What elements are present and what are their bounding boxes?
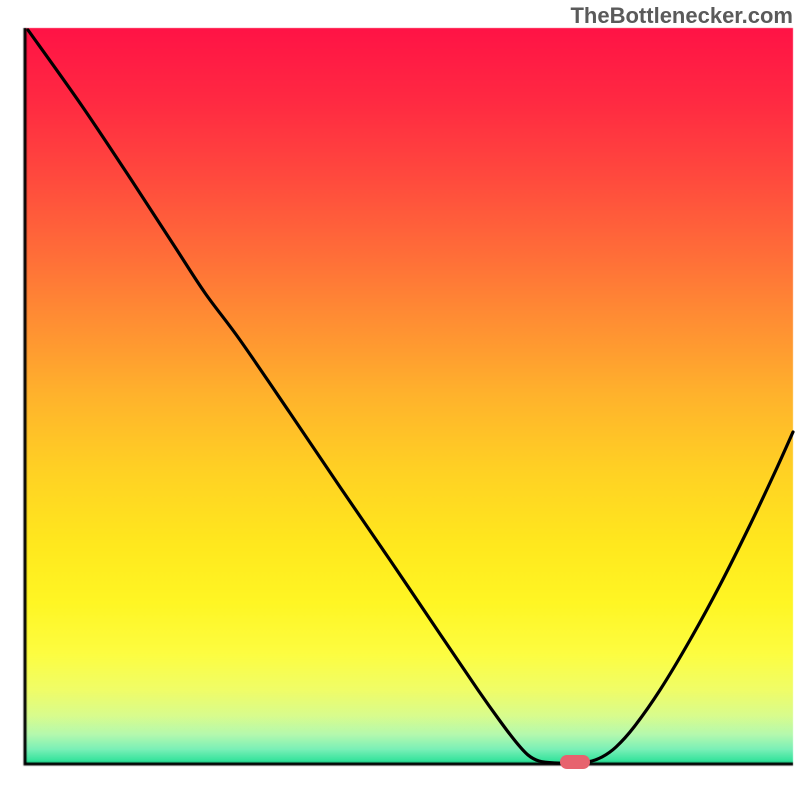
gradient-background — [0, 0, 800, 800]
bottleneck-marker — [560, 755, 590, 769]
chart-container: TheBottlenecker.com — [0, 0, 800, 800]
watermark-text: TheBottlenecker.com — [570, 3, 793, 29]
